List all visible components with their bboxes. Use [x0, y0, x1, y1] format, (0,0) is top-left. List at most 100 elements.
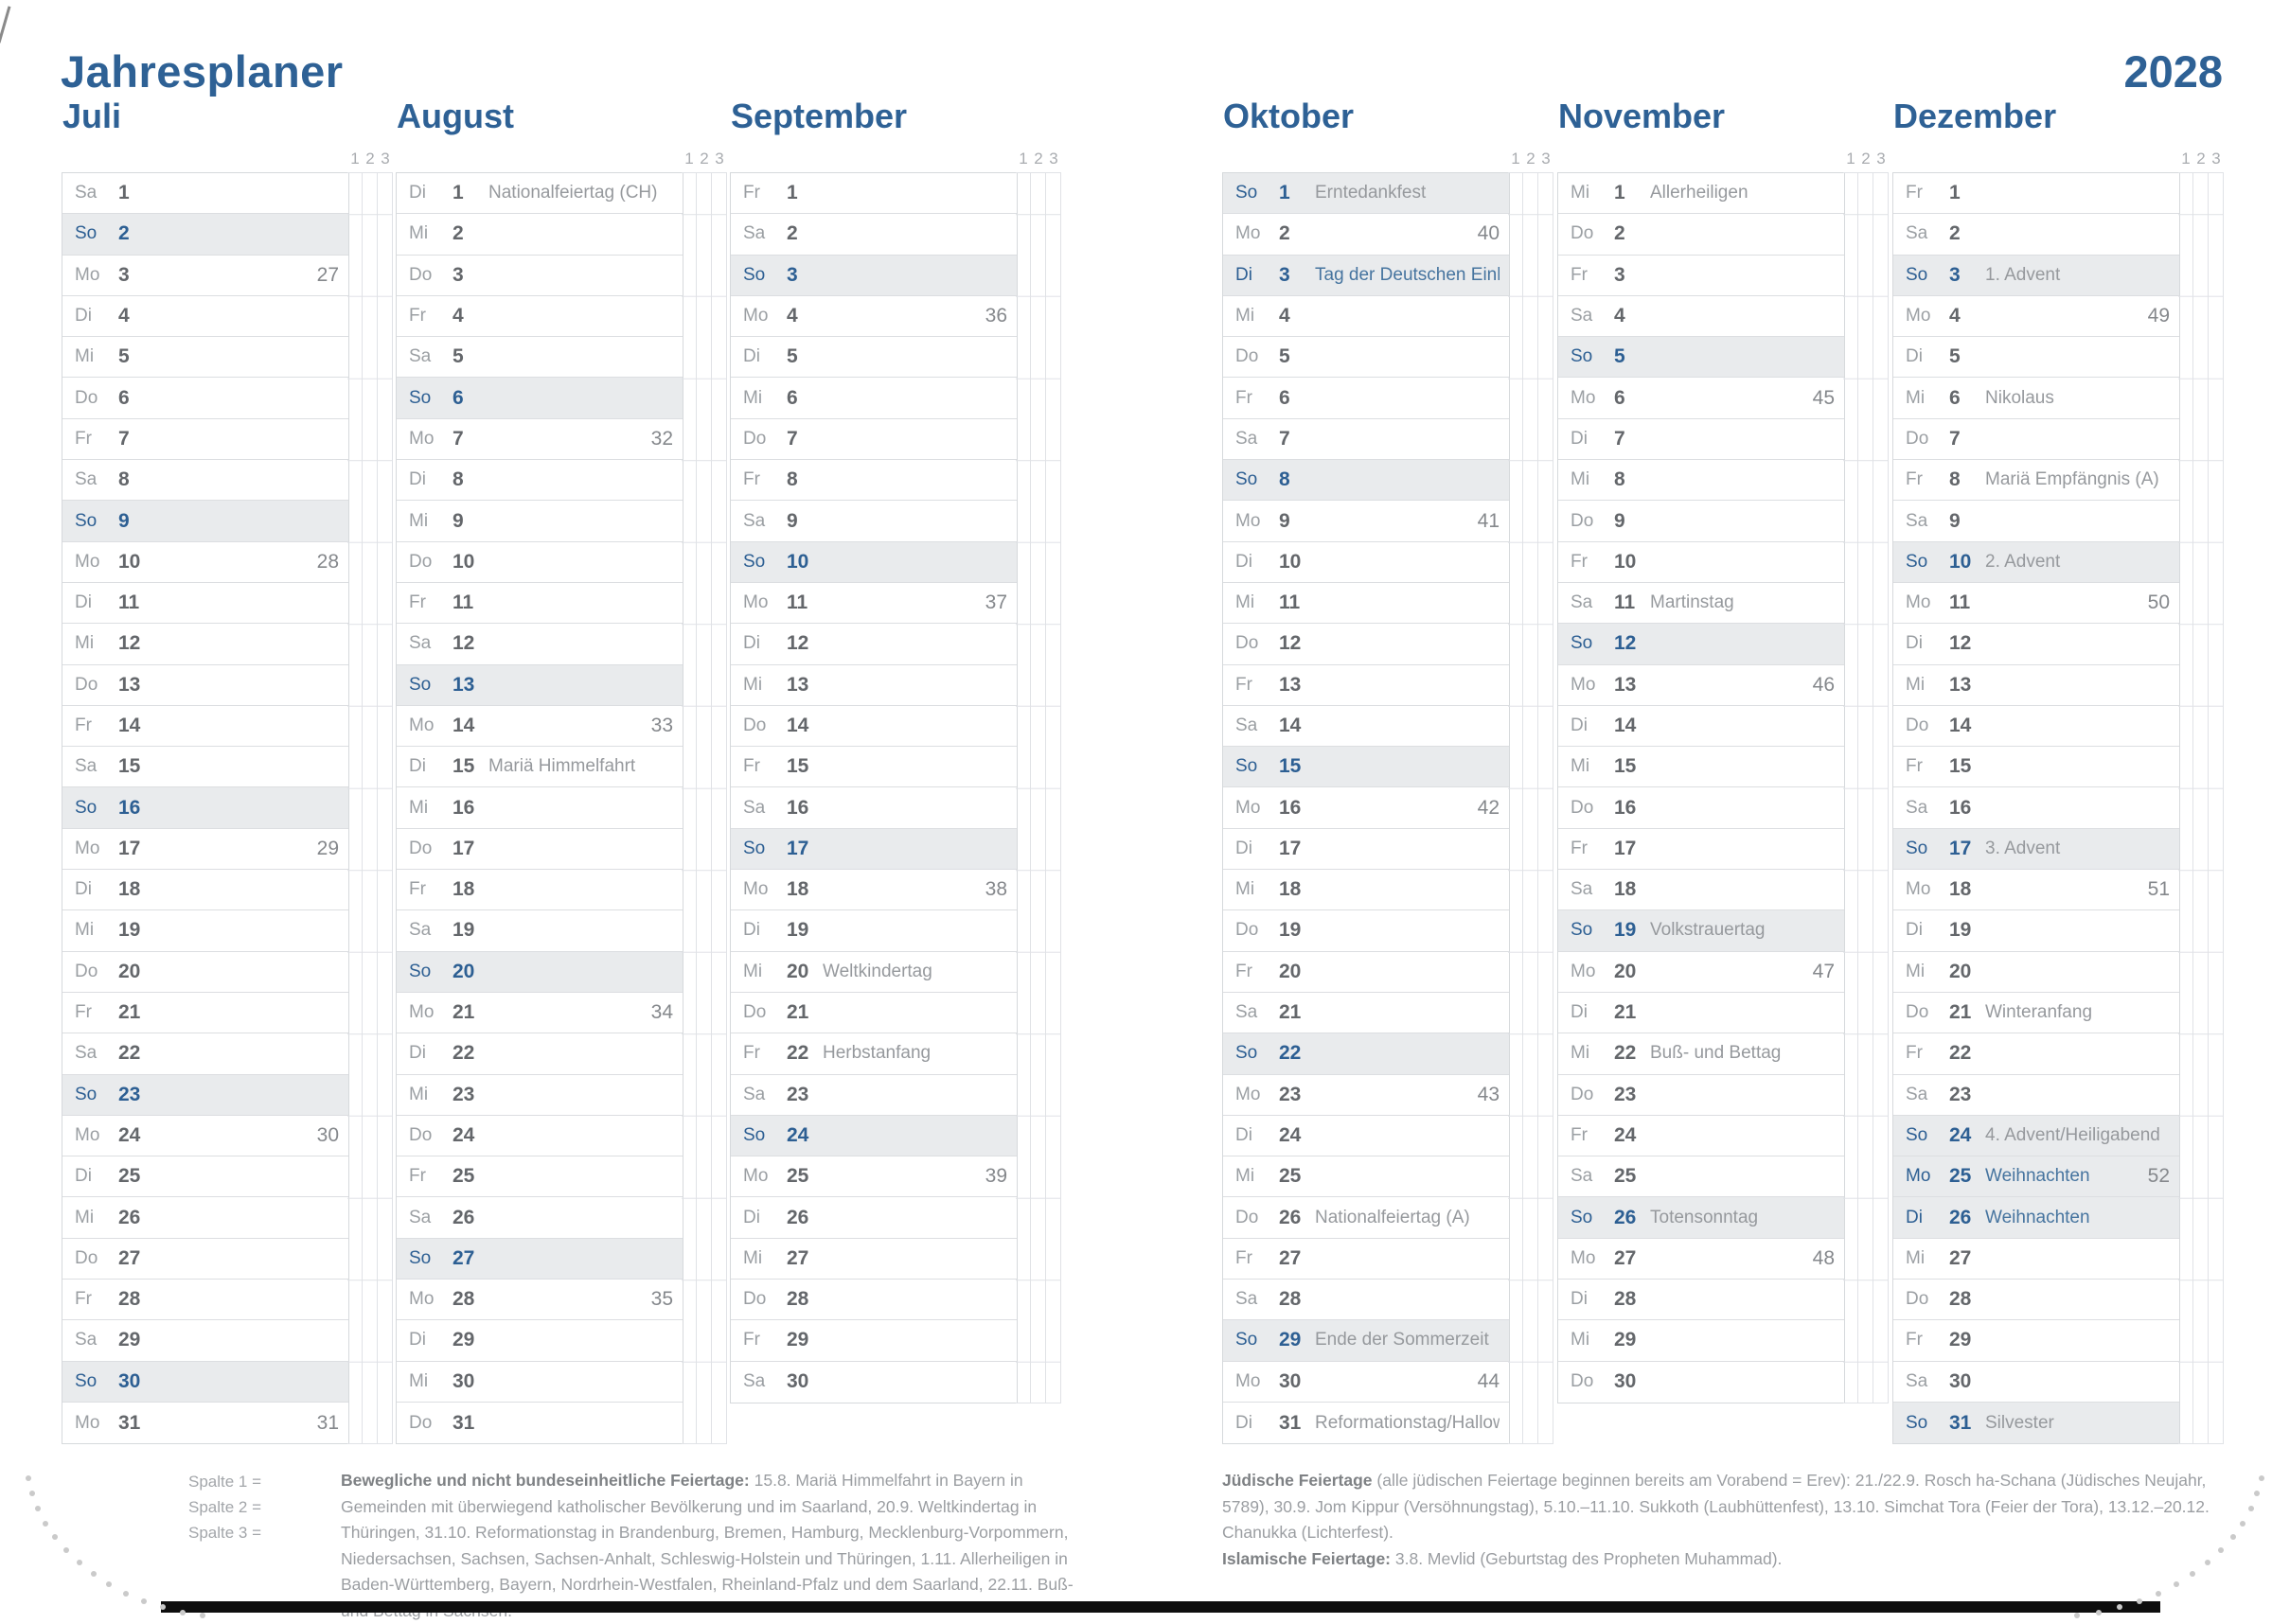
day-row: So 1 Erntedankfest [1223, 173, 1509, 215]
day-number: 25 [453, 1165, 475, 1188]
day-row: Mi 30 [397, 1362, 683, 1403]
decorative-dot [2218, 1547, 2225, 1554]
weekday-abbrev: Fr [1235, 674, 1252, 695]
weekday-abbrev: Mo [743, 1166, 769, 1187]
day-number: 2 [1614, 222, 1625, 245]
weekday-abbrev: Di [409, 1043, 426, 1064]
weekday-abbrev: Do [1571, 510, 1594, 531]
day-row: Di 28 [1558, 1280, 1844, 1321]
day-row: Sa 1 [62, 173, 348, 215]
day-number: 22 [787, 1042, 809, 1065]
day-number: 30 [787, 1370, 809, 1393]
day-number: 18 [1279, 878, 1302, 901]
day-number: 16 [1614, 796, 1637, 819]
day-row: Mi 19 [62, 910, 348, 952]
day-row: Mo 16 42 [1223, 787, 1509, 829]
day-row: Mo 31 31 [62, 1403, 348, 1443]
decorative-dot [26, 1474, 32, 1481]
decorative-dot [2247, 1506, 2254, 1512]
day-row: So 22 [1223, 1033, 1509, 1075]
day-row: Mi 18 [1223, 870, 1509, 911]
day-number: 31 [1279, 1411, 1302, 1434]
day-row: Sa 2 [1893, 214, 2179, 256]
weekday-abbrev: Mo [1906, 879, 1931, 900]
side-column-number: 2 [1034, 150, 1043, 168]
decorative-dot [2155, 1590, 2161, 1597]
day-number: 19 [787, 919, 809, 942]
weekday-abbrev: Do [743, 428, 767, 449]
day-number: 21 [1614, 1001, 1637, 1024]
weekday-abbrev: Sa [75, 1330, 98, 1350]
weekday-abbrev: Mi [1906, 387, 1926, 408]
day-row: Do 17 [397, 829, 683, 871]
day-row: Mo 18 51 [1893, 870, 2179, 911]
weekday-abbrev: Sa [743, 1084, 766, 1104]
weekday-abbrev: Fr [75, 1289, 92, 1310]
day-row: Sa 28 [1223, 1280, 1509, 1321]
holiday-note: Weltkindertag [823, 961, 932, 981]
week-number: 36 [985, 305, 1007, 327]
day-row: Di 25 [62, 1156, 348, 1198]
side-column-number: 1 [1019, 150, 1028, 168]
footnote-lead: Islamische Feiertage: [1222, 1548, 1391, 1568]
decorative-dot [199, 1613, 205, 1619]
weekday-abbrev: Mi [1235, 879, 1255, 900]
weekday-abbrev: Mi [1571, 756, 1590, 777]
day-row: Fr 10 [1558, 542, 1844, 583]
day-row: Di 26 [731, 1197, 1017, 1239]
week-number: 32 [650, 427, 673, 450]
week-number: 34 [650, 1001, 673, 1024]
side-column-number: 1 [684, 150, 694, 168]
weekday-abbrev: Mi [743, 387, 763, 408]
day-number: 24 [118, 1123, 141, 1146]
weekday-abbrev: Fr [1571, 264, 1588, 285]
day-number: 6 [787, 386, 798, 409]
weekday-abbrev: So [75, 510, 98, 531]
day-row: Fr 4 [397, 296, 683, 338]
column-legend: Spalte 1 = Spalte 2 = Spalte 3 = [188, 1469, 261, 1545]
day-number: 12 [118, 632, 141, 655]
holiday-note: Silvester [1985, 1412, 2054, 1433]
day-number: 7 [118, 427, 130, 450]
day-number: 22 [453, 1042, 475, 1065]
day-number: 27 [1614, 1246, 1637, 1269]
weekday-abbrev: Di [743, 346, 760, 367]
day-number: 31 [453, 1411, 475, 1434]
weekday-abbrev: Sa [1235, 715, 1258, 735]
holiday-note: 1. Advent [1985, 264, 2061, 285]
weekday-abbrev: So [1906, 551, 1928, 572]
week-number: 49 [2147, 305, 2170, 327]
day-row: So 6 [397, 378, 683, 419]
decorative-dot [2074, 1613, 2081, 1619]
day-number: 26 [453, 1206, 475, 1228]
weekday-abbrev: Fr [743, 469, 760, 490]
decorative-dot [43, 1520, 49, 1527]
weekday-abbrev: Mi [409, 510, 429, 531]
weekday-abbrev: Di [75, 306, 92, 327]
weekday-abbrev: So [409, 387, 432, 408]
decorative-dot [2240, 1520, 2246, 1527]
day-row: Sa 14 [1223, 706, 1509, 748]
day-row: So 24 4. Advent/Heiligabend [1893, 1115, 2179, 1157]
weekday-abbrev: Di [743, 920, 760, 941]
weekday-abbrev: Fr [1571, 1124, 1588, 1145]
day-row: So 5 [1558, 337, 1844, 379]
day-row: Di 26 Weihnachten [1893, 1197, 2179, 1239]
day-number: 12 [787, 632, 809, 655]
weekday-abbrev: Di [1235, 838, 1252, 858]
weekday-abbrev: So [743, 551, 766, 572]
weekday-abbrev: Sa [1571, 306, 1593, 327]
day-number: 20 [453, 960, 475, 982]
day-row: Mo 24 30 [62, 1116, 348, 1157]
weekday-abbrev: Di [409, 469, 426, 490]
day-number: 25 [787, 1165, 809, 1188]
side-column-number: 3 [1541, 150, 1551, 168]
day-number: 23 [1279, 1083, 1302, 1105]
footnote-lead: Bewegliche und nicht bundeseinheitliche … [341, 1471, 750, 1490]
side-columns [1016, 172, 1061, 1403]
day-number: 18 [453, 878, 475, 901]
day-row: Di 31 Reformationstag/Halloween [1223, 1403, 1509, 1443]
day-row: Do 26 Nationalfeiertag (A) [1223, 1197, 1509, 1239]
